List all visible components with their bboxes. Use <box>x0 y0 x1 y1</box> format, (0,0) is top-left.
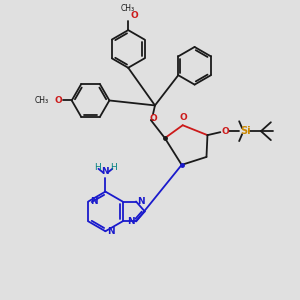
Text: H: H <box>110 163 117 172</box>
Text: CH₃: CH₃ <box>35 96 49 105</box>
Text: O: O <box>180 113 188 122</box>
Text: O: O <box>221 127 229 136</box>
Text: O: O <box>149 114 157 123</box>
Text: N: N <box>107 227 115 236</box>
Text: N: N <box>128 217 135 226</box>
Text: Si: Si <box>240 126 250 136</box>
Text: N: N <box>102 167 109 176</box>
Text: N: N <box>137 197 145 206</box>
Text: CH₃: CH₃ <box>120 4 134 13</box>
Text: O: O <box>54 96 62 105</box>
Text: O: O <box>130 11 138 20</box>
Text: N: N <box>90 197 98 206</box>
Text: H: H <box>94 163 101 172</box>
